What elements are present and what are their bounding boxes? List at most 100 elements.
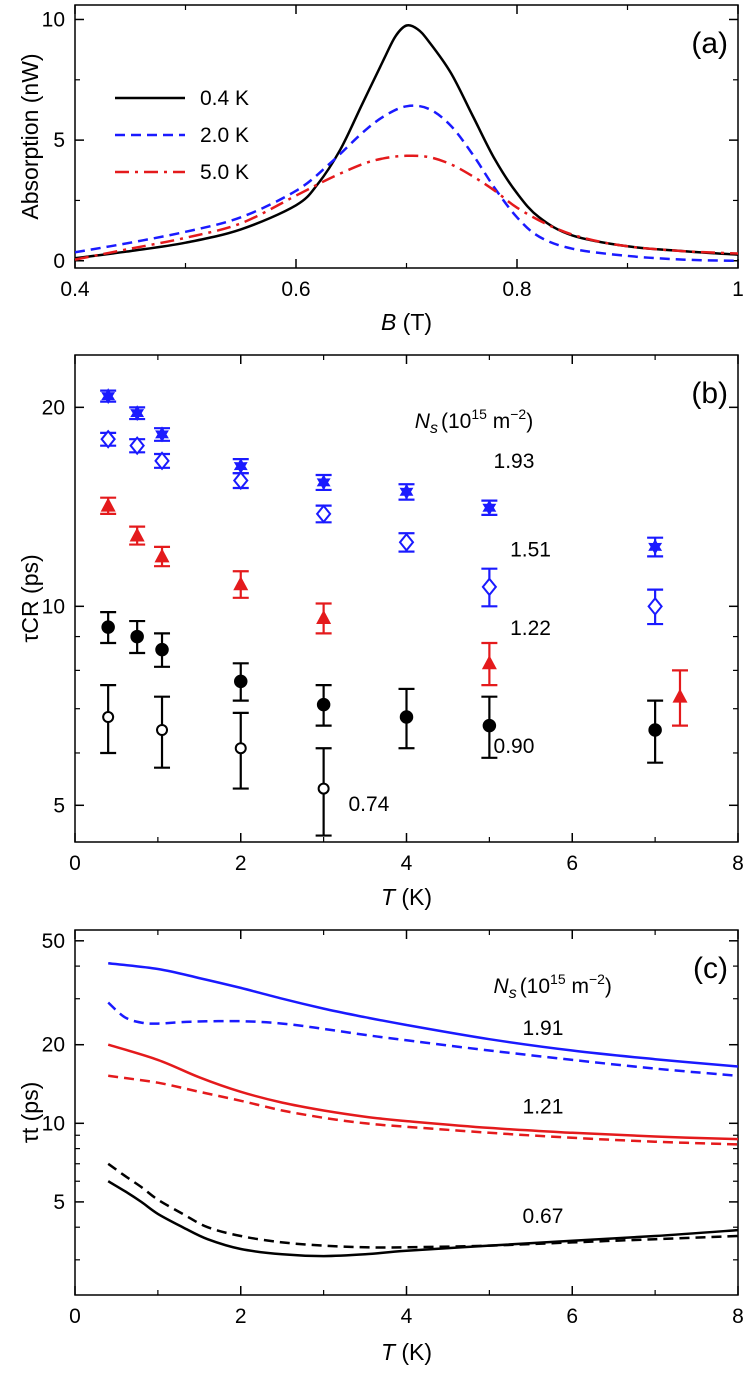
data-point [130, 405, 145, 422]
text-span: (10 [441, 410, 471, 433]
panel-label: (b) [691, 377, 728, 410]
data-point [102, 711, 115, 724]
x-tick-label: 4 [401, 1305, 413, 1328]
data-point [100, 429, 116, 449]
data-point [130, 629, 144, 644]
y-tick-label: 5 [53, 129, 65, 152]
y-tick-label: 20 [42, 396, 65, 419]
y-axis-title: τt (ps) [17, 1082, 43, 1143]
series-line-1 [107, 1001, 738, 1078]
x-tick-label: 0 [69, 852, 81, 875]
x-tick-label: 1 [732, 278, 744, 301]
data-point [101, 620, 115, 634]
data-point [234, 742, 247, 755]
text-span: ) [605, 975, 612, 998]
x-tick-label: 4 [401, 852, 413, 875]
data-point [648, 723, 662, 737]
x-tick-label: 0.8 [502, 278, 531, 301]
text-span: (K) [395, 884, 432, 910]
data-point [155, 642, 169, 657]
panel-2-axes: 0 2 4 6 8 5 10 20 50 T (K) (c) [42, 929, 744, 1365]
data-point [399, 483, 414, 500]
text-span: T [381, 1339, 397, 1365]
x-tick-label: 6 [566, 852, 578, 875]
data-point [154, 548, 170, 563]
panel-label: (a) [691, 27, 728, 60]
x-tick-label: 2 [235, 852, 247, 875]
density-annotation: 1.51 [510, 538, 551, 561]
data-point [316, 610, 332, 625]
data-point [129, 527, 145, 542]
data-point [100, 497, 116, 512]
text-span: (T) [396, 309, 432, 335]
y-axis-title: τCR (ps) [17, 554, 43, 642]
data-point [316, 474, 331, 491]
density-annotation: 1.91 [523, 1017, 564, 1040]
data-point [482, 499, 497, 516]
x-axis-title: B (T) [381, 309, 432, 335]
y-tick-label: 20 [42, 1034, 65, 1057]
data-point [234, 674, 248, 689]
plot-frame [74, 4, 739, 269]
data-point [647, 596, 663, 616]
text-span: s [509, 985, 517, 1002]
x-axis-title: T (K) [381, 884, 432, 910]
text-span: −2 [510, 406, 526, 422]
text-span: 15 [471, 406, 487, 422]
y-tick-label: 10 [42, 595, 65, 618]
series-line-1 [75, 104, 738, 263]
data-point [129, 436, 145, 456]
y-tick-label: 0 [53, 250, 65, 273]
text-span: m [487, 410, 510, 433]
text-span: (K) [395, 1339, 432, 1365]
density-annotation: 0.74 [348, 793, 389, 816]
data-point [672, 688, 688, 703]
series-line-5 [107, 1162, 738, 1249]
x-tick-label: 6 [566, 1305, 578, 1328]
data-point [232, 470, 249, 491]
y-tick-label: 10 [42, 1112, 65, 1135]
data-point [316, 697, 331, 712]
data-point [481, 655, 497, 670]
density-annotation: 0.67 [523, 1205, 564, 1228]
x-tick-label: 0.6 [281, 278, 310, 301]
data-point [399, 710, 414, 724]
panel-label: (c) [693, 952, 728, 985]
series-2-points [100, 496, 688, 727]
series-4-points [100, 684, 332, 837]
text-span: m [566, 975, 589, 998]
density-annotation: 1.93 [494, 450, 535, 473]
data-point [154, 451, 170, 471]
series-line-4 [107, 1180, 738, 1258]
series-line-0 [108, 962, 738, 1068]
series-line-0 [75, 23, 738, 260]
text-span: ) [526, 410, 533, 433]
series-line-3 [108, 1074, 738, 1146]
y-tick-label: 10 [42, 8, 65, 31]
legend-title: Ns (1015 m−2) [415, 406, 533, 437]
data-point [155, 426, 169, 443]
data-point [233, 576, 249, 591]
data-point [398, 532, 415, 552]
x-axis-title: T (K) [381, 1339, 432, 1365]
text-span: B [381, 309, 396, 335]
y-axis-title: Absorption (nW) [17, 53, 43, 219]
y-tick-label: 5 [53, 1191, 65, 1214]
text-span: 15 [550, 971, 566, 987]
data-point [317, 782, 330, 795]
y-tick-label: 5 [53, 794, 65, 817]
data-point [482, 718, 497, 733]
x-tick-label: 8 [732, 1305, 744, 1328]
data-point [156, 723, 169, 736]
text-span: T [381, 884, 397, 910]
panel-1-axes: 0 2 4 6 8 5 10 20 T (K) (b) [42, 354, 744, 910]
y-tick-label: 50 [42, 930, 65, 953]
density-annotation: 1.22 [510, 617, 551, 640]
series-line-2 [107, 1043, 738, 1141]
series-1-points [100, 429, 664, 626]
text-span: (10 [520, 975, 550, 998]
legend-title: Ns (1015 m−2) [494, 971, 612, 1002]
x-tick-label: 2 [235, 1305, 247, 1328]
